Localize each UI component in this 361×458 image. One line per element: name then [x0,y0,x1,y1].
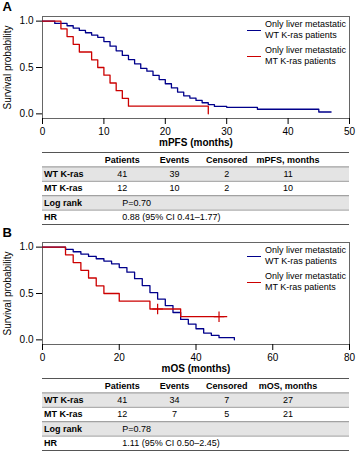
svg-text:2: 2 [224,169,229,179]
svg-text:5: 5 [224,409,229,419]
svg-text:30: 30 [221,126,233,137]
svg-text:80: 80 [344,352,356,363]
svg-text:HR: HR [44,438,57,448]
svg-text:Patients: Patients [105,155,140,165]
svg-text:MT K-ras: MT K-ras [44,183,83,193]
svg-text:0.5: 0.5 [20,62,34,73]
html-text:Only liver metastatic MT K-ras: Only liver metastatic MT K-ras patients [265,45,346,66]
svg-text:Survival probability: Survival probability [2,26,13,110]
svg-text:27: 27 [283,395,293,405]
svg-text:60: 60 [267,352,279,363]
html-text:Only liver metastatic WT K-ras: Only liver metastatic WT K-ras patients [265,19,346,40]
svg-text:P=0.78: P=0.78 [122,424,151,434]
svg-text:Survival probability: Survival probability [2,252,13,336]
svg-text:Patients: Patients [105,381,140,391]
svg-text:0.5: 0.5 [20,288,34,299]
svg-text:20: 20 [160,126,172,137]
svg-text:10: 10 [283,183,293,193]
svg-text:mOS, months: mOS, months [259,381,318,391]
svg-text:0: 0 [40,126,46,137]
html-text:Only liver metastatic MT K-ras: Only liver metastatic MT K-ras patients [265,271,346,292]
svg-text:0.0: 0.0 [20,108,34,119]
svg-text:11: 11 [283,169,292,179]
svg-text:mOS (months): mOS (months) [162,363,231,374]
svg-text:HR: HR [44,212,57,222]
svg-text:20: 20 [114,352,126,363]
svg-text:0.88 (95% CI 0.41–1.77): 0.88 (95% CI 0.41–1.77) [122,212,220,222]
svg-text:12: 12 [117,183,127,193]
html-text:Only liver metastatic WT K-ras: Only liver metastatic WT K-ras patients [265,245,346,266]
svg-text:0: 0 [40,352,46,363]
svg-text:B: B [3,226,12,240]
svg-text:Censored: Censored [206,155,248,165]
svg-text:21: 21 [283,409,293,419]
svg-text:1.11 (95% CI 0.50–2.45): 1.11 (95% CI 0.50–2.45) [122,438,219,448]
svg-text:12: 12 [117,409,127,419]
svg-text:Log rank: Log rank [44,424,83,434]
svg-text:50: 50 [344,126,356,137]
svg-text:WT K-ras: WT K-ras [44,169,84,179]
svg-text:40: 40 [190,352,202,363]
svg-text:mPFS, months: mPFS, months [257,155,320,165]
svg-text:MT K-ras: MT K-ras [44,409,83,419]
svg-text:34: 34 [170,395,180,405]
svg-text:Events: Events [160,155,190,165]
svg-text:0.0: 0.0 [20,334,34,345]
svg-text:1.0: 1.0 [20,241,34,252]
svg-text:A: A [3,0,13,14]
svg-text:P=0.70: P=0.70 [122,198,151,208]
svg-text:40: 40 [283,126,295,137]
svg-text:7: 7 [224,395,229,405]
svg-text:41: 41 [117,395,127,405]
svg-text:WT K-ras: WT K-ras [44,395,84,405]
svg-text:1.0: 1.0 [20,15,34,26]
svg-text:7: 7 [172,409,177,419]
svg-text:10: 10 [170,183,180,193]
svg-text:Censored: Censored [206,381,248,391]
svg-text:Log rank: Log rank [44,198,83,208]
svg-text:39: 39 [170,169,180,179]
svg-text:41: 41 [117,169,127,179]
svg-text:mPFS (months): mPFS (months) [159,137,233,148]
svg-text:Events: Events [160,381,190,391]
svg-text:2: 2 [224,183,229,193]
svg-text:10: 10 [98,126,110,137]
